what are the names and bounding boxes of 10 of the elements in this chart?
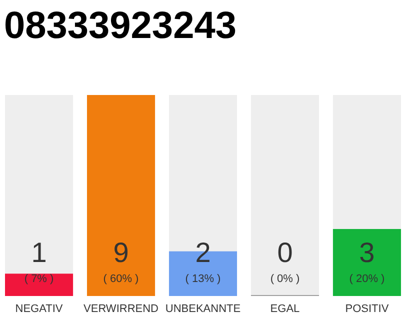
x-tick-label: EGAL bbox=[270, 303, 300, 315]
data-label: 1 ( 7% ) bbox=[24, 237, 54, 285]
chart-title: 08333923243 bbox=[4, 5, 236, 47]
data-label: 3 ( 20% ) bbox=[349, 237, 385, 285]
x-tick-label: UNBEKANNTE bbox=[165, 303, 241, 315]
data-label: 0 ( 0% ) bbox=[270, 237, 300, 285]
x-tick-label: NEGATIV bbox=[15, 303, 64, 315]
x-tick-label: POSITIV bbox=[345, 303, 390, 315]
data-label: 9 ( 60% ) bbox=[103, 237, 139, 285]
x-tick-label: VERWIRREND bbox=[84, 303, 159, 315]
